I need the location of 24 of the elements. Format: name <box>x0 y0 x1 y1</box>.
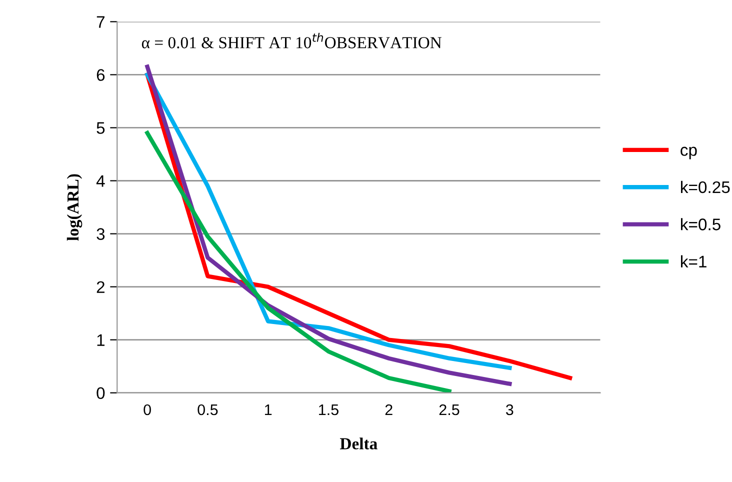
y-tick-label: 2 <box>96 281 104 293</box>
legend-label: k=1 <box>681 255 706 268</box>
x-tick-label: 1 <box>265 404 272 416</box>
x-tick-label: 0.5 <box>198 404 218 416</box>
y-tick-label: 4 <box>96 175 105 187</box>
y-tick-label: 1 <box>97 334 104 346</box>
x-tick-label: 2.5 <box>439 404 460 416</box>
y-tick-label: 7 <box>96 16 104 28</box>
y-tick-label: 0 <box>96 387 105 400</box>
y-tick-label: 6 <box>96 69 105 81</box>
legend-label: k=0.25 <box>681 180 730 194</box>
y-tick-label: 3 <box>96 228 105 240</box>
x-tick-label: 1.5 <box>319 404 338 416</box>
y-axis-title: log(ARL) <box>66 174 82 241</box>
y-tick-label: 5 <box>96 122 105 134</box>
line-series <box>145 72 572 380</box>
legend-label: k=0.5 <box>681 218 720 230</box>
x-tick-label: 2 <box>385 404 392 416</box>
text: α = 0.01 & SHIFT AT 10$^{th}$OBSERVATION <box>142 32 442 48</box>
legend-label: cp <box>680 146 697 160</box>
x-axis-title: Delta <box>340 438 378 450</box>
x-tick-label: 3 <box>506 404 514 416</box>
line-series <box>145 130 452 393</box>
x-tick-label: 0 <box>144 404 151 416</box>
